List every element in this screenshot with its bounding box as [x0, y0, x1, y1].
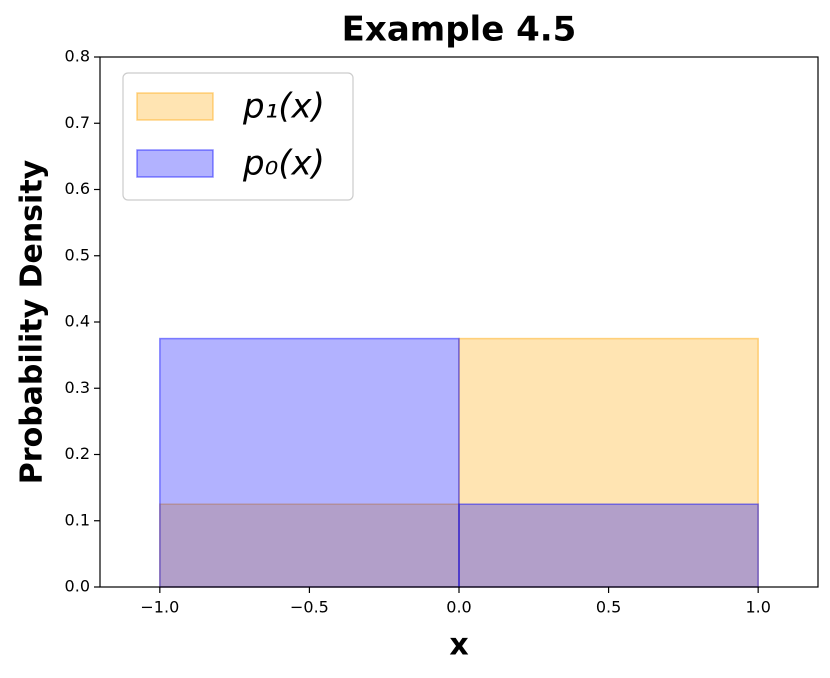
- x-tick-label: −1.0: [140, 598, 179, 617]
- legend-swatch: [136, 149, 214, 178]
- y-axis-label: Probability Density: [15, 159, 50, 484]
- y-tick-label: 0.8: [65, 47, 90, 66]
- bar: [458, 337, 759, 588]
- legend-swatch: [136, 92, 214, 121]
- chart-title: Example 4.5: [342, 10, 577, 50]
- bar: [458, 503, 759, 588]
- y-tick-label: 0.5: [65, 245, 90, 264]
- bar: [159, 337, 460, 588]
- y-tick-label: 0.2: [65, 444, 90, 463]
- x-tick-label: 0.5: [596, 598, 621, 617]
- x-tick-label: 0.0: [446, 598, 471, 617]
- bar: [159, 503, 460, 588]
- legend-label: p₀(x): [242, 144, 325, 184]
- x-tick-label: 1.0: [745, 598, 770, 617]
- y-tick-label: 0.6: [65, 179, 90, 198]
- y-tick-label: 0.4: [65, 312, 90, 331]
- y-tick-label: 0.3: [65, 378, 90, 397]
- legend-box: [122, 72, 354, 201]
- legend-label: p₁(x): [242, 87, 325, 127]
- x-axis-label: x: [449, 628, 468, 663]
- y-tick-label: 0.0: [65, 577, 90, 596]
- y-tick-label: 0.1: [65, 510, 90, 529]
- y-tick-label: 0.7: [65, 113, 90, 132]
- x-tick-label: −0.5: [290, 598, 329, 617]
